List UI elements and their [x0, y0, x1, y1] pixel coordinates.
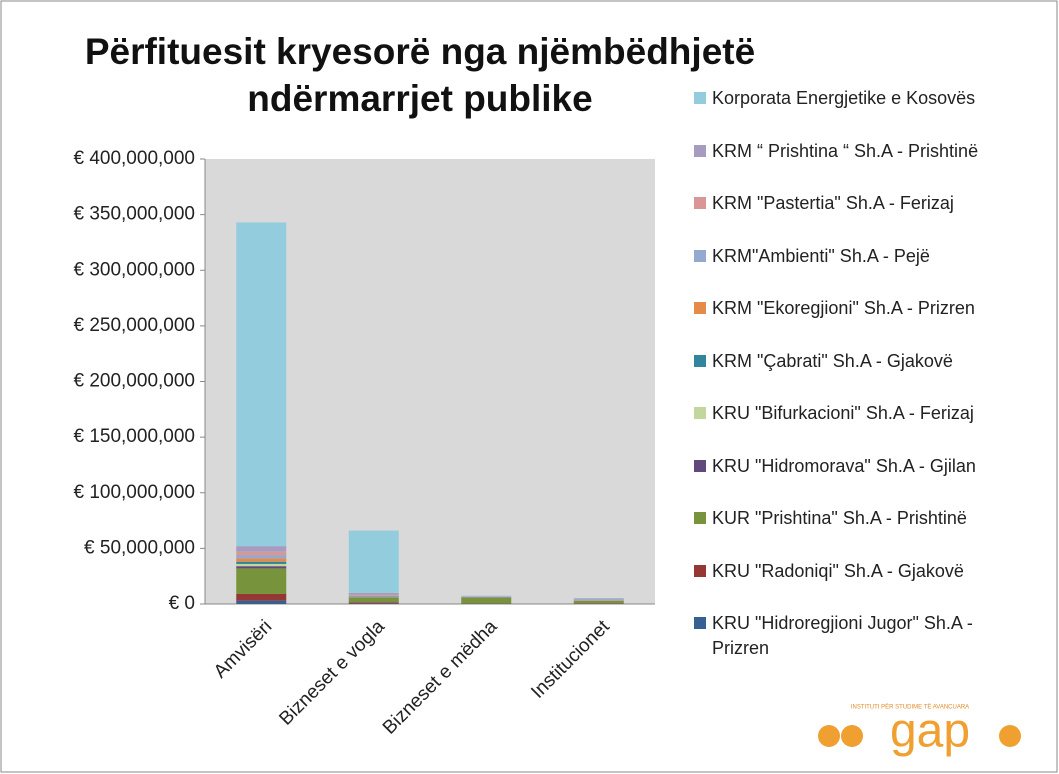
y-tick-label: € 250,000,000 — [73, 315, 195, 336]
y-tick-label: € 150,000,000 — [73, 426, 195, 447]
legend-entry: KRM “ Prishtina “ Sh.A - Prishtinë — [694, 139, 1024, 164]
logo-shape — [818, 725, 840, 747]
y-tick-label: € 300,000,000 — [73, 259, 195, 280]
legend-swatch — [694, 617, 706, 629]
y-tick-label: € 0 — [169, 593, 195, 614]
bar-segment — [236, 551, 287, 556]
legend-entry: KRU "Hidroregjioni Jugor" Sh.A - Prizren — [694, 611, 1024, 661]
legend-label: KRU "Bifurkacioni" Sh.A - Ferizaj — [712, 403, 974, 423]
bar-segment — [348, 595, 399, 597]
legend-swatch — [694, 302, 706, 314]
legend-label: KRU "Hidromorava" Sh.A - Gjilan — [712, 455, 976, 476]
legend-swatch — [694, 354, 706, 367]
bar-segment — [348, 530, 399, 593]
legend-label: KRM "Pastertia" Sh.A - Ferizaj — [712, 193, 954, 213]
bar-segment — [348, 602, 399, 604]
bar-segment — [348, 596, 399, 597]
bar-segment — [573, 598, 624, 600]
legend-swatch — [694, 564, 706, 577]
bar-segment — [461, 595, 512, 597]
bar-segment — [236, 600, 287, 604]
chart-title: Përfituesit kryesorë nga njëmbëdhjetë nd… — [84, 31, 756, 119]
bar-segment — [348, 603, 399, 604]
bar-segment — [348, 592, 399, 595]
legend-entry: Korporata Energjetike e Kosovës — [694, 86, 1024, 111]
legend-entry: KRU "Bifurkacioni" Sh.A - Ferizaj — [694, 401, 1024, 426]
bar-segment — [573, 600, 624, 604]
bar-segment — [236, 563, 287, 567]
bar-segment — [573, 597, 624, 599]
y-tick-label: € 400,000,000 — [73, 148, 195, 169]
legend-swatch — [694, 512, 706, 524]
legend-entry: KRM "Ekoregjioni" Sh.A - Prizren — [694, 296, 1024, 321]
y-tick-label: € 350,000,000 — [73, 204, 195, 225]
bar-segment — [348, 596, 399, 598]
bar-segment — [236, 561, 287, 564]
logo-shape — [841, 725, 863, 747]
bar-segment — [348, 597, 399, 598]
legend-swatch — [694, 92, 706, 104]
bar-segment — [573, 603, 624, 604]
bar-segment — [236, 568, 287, 594]
legend-swatch — [694, 407, 706, 419]
y-tick-label: € 200,000,000 — [73, 371, 195, 392]
legend-label: KRM"Ambienti" Sh.A - Pejë — [712, 245, 930, 266]
legend-label: KUR "Prishtina" Sh.A - Prishtinë — [712, 508, 967, 528]
bar-segment — [348, 595, 399, 596]
logo-tagline: INSTITUTI PËR STUDIME TË AVANCUARA — [851, 704, 969, 711]
legend-swatch — [694, 144, 706, 157]
y-tick-label: € 50,000,000 — [84, 537, 195, 558]
legend-label: KRU "Hidroregjioni Jugor" Sh.A - Prizren — [712, 613, 973, 658]
legend-entry: KRM "Çabrati" Sh.A - Gjakovë — [694, 349, 1024, 374]
bar-segment — [236, 222, 287, 547]
legend-swatch — [694, 459, 706, 472]
legend-label: KRM “ Prishtina “ Sh.A - Prishtinë — [712, 140, 979, 161]
bar-segment — [236, 546, 287, 552]
logo: INSTITUTI PËR STUDIME TË AVANCUARA gap — [818, 704, 1021, 758]
y-tick-label: € 100,000,000 — [73, 482, 195, 503]
legend-entry: KRM"Ambienti" Sh.A - Pejë — [694, 244, 1024, 269]
bar-segment — [236, 593, 287, 601]
bar-segment — [236, 555, 287, 559]
legend-label: Korporata Energjetike e Kosovës — [712, 88, 976, 108]
bar-segment — [236, 558, 287, 562]
bar-segment — [348, 597, 399, 603]
bar-segment — [461, 597, 512, 604]
bar-segment — [348, 594, 399, 596]
legend-label: KRM "Çabrati" Sh.A - Gjakovë — [712, 350, 953, 371]
legend-label: KRM "Ekoregjioni" Sh.A - Prizren — [712, 298, 975, 318]
bar-segment — [236, 566, 287, 569]
legend-entry: KRM "Pastertia" Sh.A - Ferizaj — [694, 191, 1024, 216]
legend-entry: KUR "Prishtina" Sh.A - Prishtinë — [694, 506, 1024, 531]
logo-text: gap — [890, 705, 970, 758]
legend-label: KRU "Radoniqi" Sh.A - Gjakovë — [712, 560, 964, 581]
legend-swatch — [694, 249, 706, 262]
legend-swatch — [694, 197, 706, 209]
legend-entry: KRU "Radoniqi" Sh.A - Gjakovë — [694, 559, 1024, 584]
legend-entry: KRU "Hidromorava" Sh.A - Gjilan — [694, 454, 1024, 479]
logo-shape — [999, 725, 1021, 747]
